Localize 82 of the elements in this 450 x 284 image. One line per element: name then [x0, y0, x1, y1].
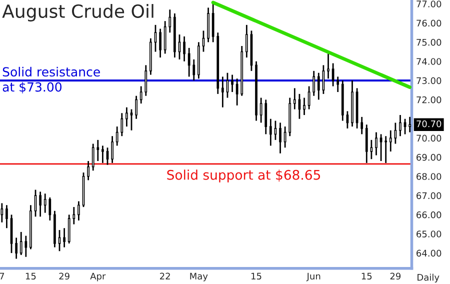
candlestick	[96, 139, 100, 162]
candlestick	[192, 58, 196, 82]
candlestick	[317, 72, 320, 100]
candlestick	[72, 206, 76, 225]
candlestick	[264, 98, 268, 135]
candlestick	[245, 24, 248, 58]
x-tick-label: 15	[26, 272, 36, 280]
x-tick-label: 7	[0, 272, 4, 280]
candlestick	[164, 20, 166, 54]
candlestick	[360, 116, 364, 135]
candlestick	[389, 130, 392, 152]
candlestick	[327, 52, 330, 80]
candlestick	[370, 139, 373, 160]
y-tick-label: 70.00	[416, 134, 442, 142]
candlestick	[303, 97, 306, 116]
y-tick-label: 66.00	[416, 211, 442, 218]
x-tick-label: 22	[160, 272, 170, 280]
y-tick-label: 69.00	[416, 154, 442, 161]
y-tick-label: 76.00	[416, 20, 442, 27]
y-tick-label: 64.00	[416, 250, 442, 257]
x-axis-title: Daily	[418, 274, 440, 282]
y-tick-label: 73.00	[416, 77, 442, 84]
candlestick	[78, 200, 80, 222]
candlestick	[0, 202, 4, 224]
candlestick	[120, 112, 124, 137]
y-tick-label: 74.00	[416, 58, 442, 65]
candlestick	[394, 122, 397, 144]
x-tick-label: 15	[362, 272, 372, 280]
x-tick-label: 29	[390, 272, 401, 280]
candlestick	[87, 160, 90, 181]
y-tick-label: 77.00	[416, 0, 442, 8]
chart-title: August Crude Oil	[2, 4, 154, 22]
candlestick	[63, 227, 66, 248]
y-tick-label: 67.00	[416, 192, 442, 200]
candlestick	[269, 118, 272, 146]
candlestick	[92, 143, 94, 172]
candlestick	[116, 126, 118, 146]
candlestick	[365, 124, 368, 164]
candlestick	[168, 8, 172, 34]
candlestick	[380, 133, 382, 162]
x-tick-label: Jun	[306, 272, 320, 282]
candlestick	[140, 86, 142, 104]
candlestick	[336, 76, 340, 93]
ref-line-label: Solid resistance at $73.00	[2, 66, 100, 94]
candlestick	[159, 28, 162, 58]
candlestick	[6, 204, 8, 229]
candlestick	[130, 108, 133, 132]
candlestick	[279, 122, 282, 154]
x-tick-label: Apr	[90, 272, 106, 282]
candlestick	[293, 87, 296, 110]
candlestick	[212, 1, 214, 43]
candlestick	[15, 237, 18, 260]
candlestick	[135, 95, 138, 120]
annotation: 70.70	[416, 120, 442, 128]
candlestick	[68, 214, 70, 244]
candlestick	[384, 135, 388, 164]
candlestick	[183, 36, 186, 62]
y-tick-label: 68.00	[416, 173, 442, 180]
candlestick	[221, 76, 224, 108]
candlestick	[126, 106, 128, 128]
y-tick-label: 72.00	[416, 96, 442, 104]
candlestick	[144, 64, 148, 97]
candlestick	[102, 144, 104, 164]
candlestick	[111, 135, 114, 164]
candlestick	[20, 231, 22, 256]
ref-line-label: Solid support at $68.65	[167, 170, 320, 182]
candlestick	[188, 47, 190, 78]
x-tick-label: 15	[252, 272, 262, 280]
y-tick-label: 75.00	[416, 38, 442, 46]
candlestick	[312, 70, 316, 97]
candlestick	[24, 235, 28, 258]
x-tick-label: 29	[59, 272, 70, 280]
candlestick	[408, 116, 412, 133]
candlestick	[236, 78, 238, 106]
x-tick-label: May	[190, 272, 208, 282]
candlestick	[375, 132, 378, 156]
candlestick	[44, 192, 46, 214]
candlestick	[399, 114, 402, 137]
y-tick-label: 65.00	[416, 230, 442, 238]
candlestick	[48, 196, 52, 222]
candlestick	[39, 191, 42, 218]
candlestick	[231, 74, 234, 93]
